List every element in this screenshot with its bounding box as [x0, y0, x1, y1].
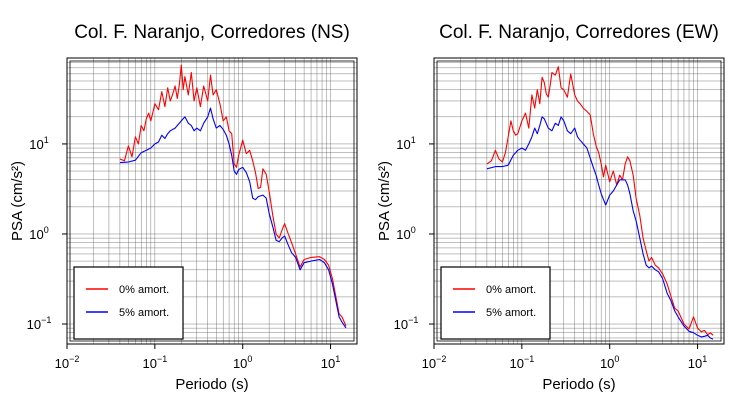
chart-title: Col. F. Naranjo, Corredores (EW): [439, 22, 719, 43]
legend-label: 0% amort.: [119, 284, 169, 296]
series-line-red: [119, 64, 347, 327]
chart-title: Col. F. Naranjo, Corredores (NS): [74, 22, 350, 43]
y-tick-label: 101: [396, 135, 415, 152]
series-line-blue: [486, 116, 714, 340]
y-tick-label: 100: [396, 225, 415, 242]
legend-box: [440, 266, 551, 340]
y-tick-label: 100: [29, 225, 48, 242]
plot-frame-inner: [436, 60, 722, 342]
grid: [67, 58, 357, 344]
x-tick-label: 101: [688, 354, 707, 371]
x-tick-label: 10−2: [422, 354, 447, 371]
legend-box: [73, 266, 184, 340]
x-axis-label: Periodo (s): [542, 376, 615, 393]
x-tick-label: 100: [600, 354, 619, 371]
x-tick-label: 10−1: [509, 354, 534, 371]
x-tick-label: 100: [233, 354, 252, 371]
legend-label: 5% amort.: [486, 307, 536, 319]
y-tick-label: 101: [29, 135, 48, 152]
y-tick-label: 10−1: [27, 315, 52, 332]
legend-label: 5% amort.: [119, 307, 169, 319]
y-axis-label: PSA (cm/s²): [9, 161, 26, 241]
chart-panel-2: Col. F. Naranjo, Corredores (EW) 10−2 10−1…: [376, 22, 725, 393]
series-line-red: [486, 66, 714, 336]
plot-frame: [433, 57, 725, 345]
legend: 0% amort. 5% amort.: [73, 266, 184, 340]
y-tick-label: 10−1: [394, 315, 419, 332]
y-axis-label: PSA (cm/s²): [376, 161, 393, 241]
legend: 0% amort. 5% amort.: [440, 266, 551, 340]
plot-frame: [66, 57, 358, 345]
x-tick-label: 10−1: [142, 354, 167, 371]
ticks: [62, 143, 332, 349]
x-axis-label: Periodo (s): [175, 376, 248, 393]
series-line-blue: [119, 107, 347, 329]
chart-panel-1: Col. F. Naranjo, Corredores (NS) 10−2 10−1…: [9, 22, 358, 393]
x-tick-label: 10−2: [55, 354, 80, 371]
plot-frame-inner: [69, 60, 355, 342]
legend-label: 0% amort.: [486, 284, 536, 296]
x-tick-label: 101: [321, 354, 340, 371]
ticks: [429, 143, 699, 349]
